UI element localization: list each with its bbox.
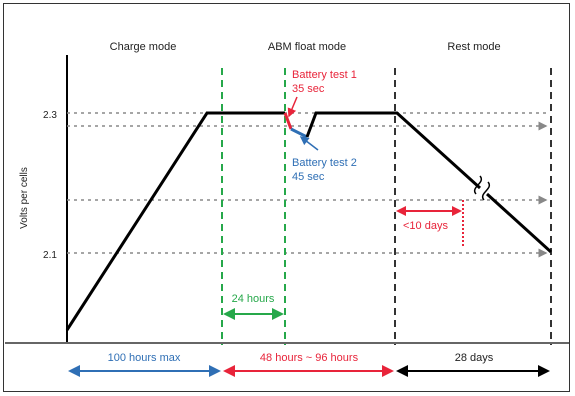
battery-test-1-duration: 35 sec [292,83,325,95]
charge-span-label: 100 hours max [108,352,181,364]
float-mode-label: ABM float mode [268,41,346,53]
battery-test-2-label: Battery test 2 [292,157,357,169]
axis-break-symbol-left [473,175,483,195]
rest-decline [485,192,553,254]
battery-test-1-label: Battery test 1 [292,69,357,81]
battery-test-2-arrow [299,136,319,151]
battery-test-2-segment [290,127,308,139]
battery-test-1-segment [283,112,293,130]
float-span-label: 48 hours ~ 96 hours [260,352,359,364]
y-tick-2-3: 2.3 [43,110,57,121]
rest-mode-label: Rest mode [447,41,500,53]
axis-break-symbol-right [481,181,491,201]
charge-ramp [65,111,285,331]
float-and-rest-line [305,111,482,190]
self-discharge-label: <10 days [403,220,448,232]
y-tick-2-1: 2.1 [43,250,57,261]
charge-mode-label: Charge mode [110,41,177,53]
rest-span-label: 28 days [455,352,494,364]
diagram-frame [3,3,570,392]
battery-test-2-duration: 45 sec [292,171,325,183]
battery-test-1-arrow [287,96,298,118]
y-axis-label: Volts per cells [19,167,30,229]
gap-24-hours-label: 24 hours [232,293,275,305]
